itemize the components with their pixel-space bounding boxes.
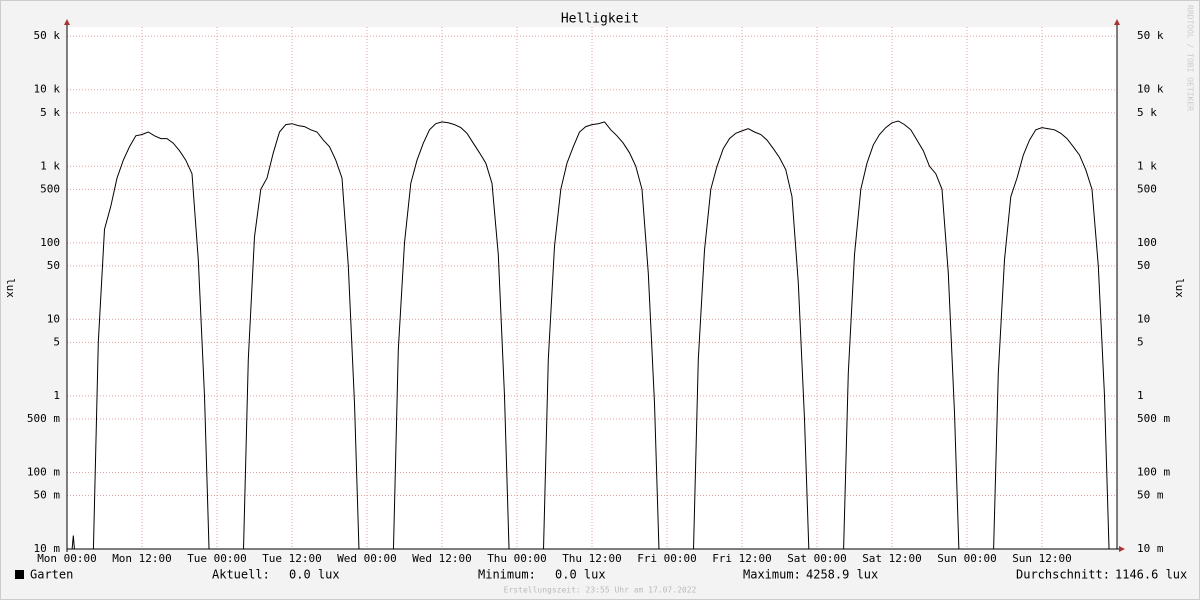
- y2-tick-label: 50 m: [1137, 488, 1164, 501]
- stat-label: Minimum:: [478, 568, 536, 582]
- x-tick-label: Fri 00:00: [637, 552, 697, 565]
- y-tick-label: 1: [53, 389, 60, 402]
- stat-label: Maximum:: [743, 568, 801, 582]
- footer: Erstellungszeit: 23:55 Uhr am 17.07.2022: [504, 586, 697, 595]
- stat-value: 4258.9 lux: [806, 568, 878, 582]
- y2-tick-label: 10: [1137, 312, 1150, 325]
- x-tick-label: Tue 12:00: [262, 552, 322, 565]
- x-tick-label: Thu 00:00: [487, 552, 547, 565]
- y2-tick-label: 50: [1137, 259, 1150, 272]
- y2-tick-label: 500 m: [1137, 412, 1170, 425]
- y2-tick-label: 100 m: [1137, 465, 1170, 478]
- arrow: [1114, 19, 1120, 25]
- y-tick-label: 5: [53, 335, 60, 348]
- x-tick-label: Sat 00:00: [787, 552, 847, 565]
- x-tick-label: Thu 12:00: [562, 552, 622, 565]
- legend-swatch: [15, 570, 24, 579]
- y2-tick-label: 1: [1137, 389, 1144, 402]
- data-line: [71, 120, 1110, 549]
- y-tick-label: 10: [47, 312, 60, 325]
- x-tick-label: Mon 00:00: [37, 552, 97, 565]
- y2-tick-label: 1 k: [1137, 159, 1157, 172]
- legend-label: Garten: [30, 568, 73, 582]
- y2-tick-label: 10 k: [1137, 83, 1164, 96]
- y2-tick-label: 10 m: [1137, 542, 1164, 555]
- y2-tick-label: 50 k: [1137, 29, 1164, 42]
- stat-value: 1146.6 lux: [1115, 568, 1187, 582]
- y2-tick-label: 100: [1137, 236, 1157, 249]
- chart-title: Helligkeit: [561, 12, 639, 27]
- stat-value: 0.0 lux: [289, 568, 340, 582]
- x-tick-label: Mon 12:00: [112, 552, 172, 565]
- x-tick-label: Wed 12:00: [412, 552, 472, 565]
- y-axis-label: lux: [4, 278, 17, 298]
- y-tick-label: 50 m: [34, 488, 61, 501]
- watermark: RRDTOOL / TOBI OETIKER: [1186, 5, 1195, 111]
- y-tick-label: 10 m: [34, 542, 61, 555]
- y-tick-label: 100 m: [27, 465, 60, 478]
- y-tick-label: 100: [40, 236, 60, 249]
- y2-tick-label: 500: [1137, 182, 1157, 195]
- stat-label: Aktuell:: [212, 568, 270, 582]
- x-tick-label: Sun 00:00: [937, 552, 997, 565]
- y2-axis-label: lux: [1173, 278, 1186, 298]
- x-tick-label: Sat 12:00: [862, 552, 922, 565]
- x-tick-label: Tue 00:00: [187, 552, 247, 565]
- stat-value: 0.0 lux: [555, 568, 606, 582]
- y2-tick-label: 5: [1137, 335, 1144, 348]
- y-tick-label: 1 k: [40, 159, 60, 172]
- arrow: [1119, 546, 1125, 552]
- x-tick-label: Sun 12:00: [1012, 552, 1072, 565]
- y-tick-label: 10 k: [34, 83, 61, 96]
- arrow: [64, 19, 70, 25]
- x-tick-label: Fri 12:00: [712, 552, 772, 565]
- y-tick-label: 5 k: [40, 106, 60, 119]
- y-tick-label: 50 k: [34, 29, 61, 42]
- y-tick-label: 500 m: [27, 412, 60, 425]
- y-tick-label: 500: [40, 182, 60, 195]
- y-tick-label: 50: [47, 259, 60, 272]
- x-tick-label: Wed 00:00: [337, 552, 397, 565]
- y2-tick-label: 5 k: [1137, 106, 1157, 119]
- stat-label: Durchschnitt:: [1016, 568, 1110, 582]
